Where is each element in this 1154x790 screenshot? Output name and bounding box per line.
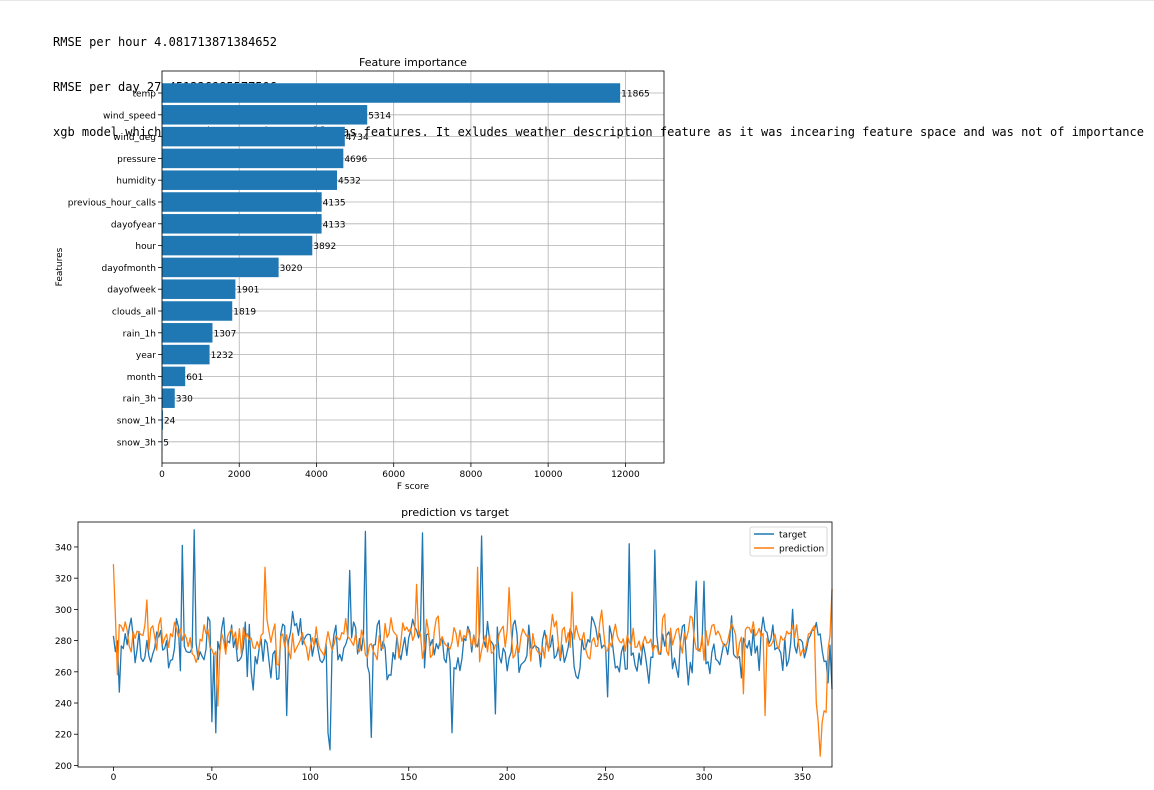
data-label: 11865 bbox=[621, 90, 650, 100]
data-label: 5314 bbox=[368, 111, 391, 121]
x-tick-label: 100 bbox=[302, 773, 319, 783]
y-tick-label: 260 bbox=[55, 668, 72, 678]
rmse-hour-line: RMSE per hour 4.081713871384652 bbox=[53, 35, 277, 49]
x-tick-label: 300 bbox=[695, 773, 712, 783]
x-tick-label: 6000 bbox=[382, 470, 405, 480]
y-tick-label: 300 bbox=[55, 606, 72, 616]
bar bbox=[162, 344, 210, 365]
y-tick-label: rain_3h bbox=[123, 395, 156, 405]
y-tick-label: year bbox=[136, 351, 156, 361]
bar bbox=[162, 192, 322, 212]
y-tick-label: snow_3h bbox=[117, 438, 156, 448]
x-tick-label: 8000 bbox=[459, 470, 482, 480]
data-label: 330 bbox=[176, 395, 193, 405]
y-tick-label: 280 bbox=[55, 637, 72, 647]
y-tick-label: previous_hour_calls bbox=[68, 199, 157, 209]
y-tick-label: clouds_all bbox=[112, 308, 156, 318]
y-tick-label: 200 bbox=[55, 762, 72, 772]
x-tick-label: 0 bbox=[111, 773, 117, 783]
x-tick-label: 12000 bbox=[611, 470, 640, 480]
data-label: 3892 bbox=[313, 242, 336, 252]
legend-label: target bbox=[779, 531, 807, 541]
bar bbox=[162, 323, 213, 343]
bar bbox=[162, 235, 313, 256]
bar bbox=[162, 126, 345, 147]
plot-frame bbox=[161, 70, 665, 464]
x-tick-label: 10000 bbox=[534, 470, 563, 480]
data-label: 3020 bbox=[280, 264, 303, 274]
cell-divider bbox=[0, 0, 1154, 1]
y-tick-label: month bbox=[127, 373, 156, 383]
chart-title: prediction vs target bbox=[401, 506, 510, 519]
data-label: 1307 bbox=[213, 329, 236, 339]
y-tick-label: 340 bbox=[55, 543, 72, 553]
plot-frame bbox=[77, 521, 833, 768]
bar bbox=[162, 301, 233, 321]
bar bbox=[162, 170, 338, 190]
bar bbox=[162, 105, 368, 125]
y-tick-label: temp bbox=[132, 90, 156, 100]
y-tick-label: dayofmonth bbox=[102, 264, 156, 274]
series-line-prediction bbox=[112, 564, 833, 757]
bar bbox=[162, 410, 163, 430]
data-label: 5 bbox=[163, 438, 169, 448]
x-tick-label: 200 bbox=[499, 773, 516, 783]
bar bbox=[162, 279, 236, 299]
bar bbox=[162, 366, 186, 387]
data-label: 1819 bbox=[233, 308, 256, 318]
y-tick-label: snow_1h bbox=[117, 417, 156, 427]
bar bbox=[162, 214, 322, 234]
y-tick-label: wind_deg bbox=[113, 133, 156, 143]
bar bbox=[162, 83, 621, 103]
x-tick-label: 50 bbox=[206, 773, 218, 783]
y-tick-label: dayofweek bbox=[107, 286, 157, 296]
legend-label: prediction bbox=[779, 545, 824, 555]
y-tick-label: rain_1h bbox=[123, 329, 156, 339]
data-label: 4135 bbox=[323, 199, 346, 209]
y-tick-label: hour bbox=[135, 242, 156, 252]
y-tick-label: 220 bbox=[55, 731, 72, 741]
y-tick-label: dayofyear bbox=[111, 220, 156, 230]
data-label: 4696 bbox=[344, 155, 367, 165]
data-label: 1232 bbox=[211, 351, 234, 361]
bar bbox=[162, 388, 175, 408]
y-tick-label: 320 bbox=[55, 575, 72, 585]
data-label: 1901 bbox=[236, 286, 259, 296]
x-tick-label: 4000 bbox=[305, 470, 328, 480]
data-label: 601 bbox=[186, 373, 203, 383]
y-tick-label: wind_speed bbox=[103, 111, 156, 121]
y-tick-label: humidity bbox=[116, 177, 156, 187]
data-label: 4734 bbox=[346, 133, 369, 143]
chart-title: Feature importance bbox=[359, 56, 467, 69]
y-axis-label: Features bbox=[55, 247, 65, 286]
bar bbox=[162, 148, 344, 169]
x-tick-label: 350 bbox=[794, 773, 811, 783]
x-axis-label: F score bbox=[397, 482, 430, 492]
x-tick-label: 0 bbox=[159, 470, 165, 480]
bar bbox=[162, 257, 279, 278]
x-tick-label: 2000 bbox=[228, 470, 251, 480]
x-tick-label: 150 bbox=[400, 773, 417, 783]
data-label: 4133 bbox=[323, 220, 346, 230]
y-tick-label: pressure bbox=[117, 155, 156, 165]
y-tick-label: 240 bbox=[55, 700, 72, 710]
x-tick-label: 250 bbox=[597, 773, 614, 783]
data-label: 4532 bbox=[338, 177, 361, 187]
data-label: 24 bbox=[164, 417, 176, 427]
